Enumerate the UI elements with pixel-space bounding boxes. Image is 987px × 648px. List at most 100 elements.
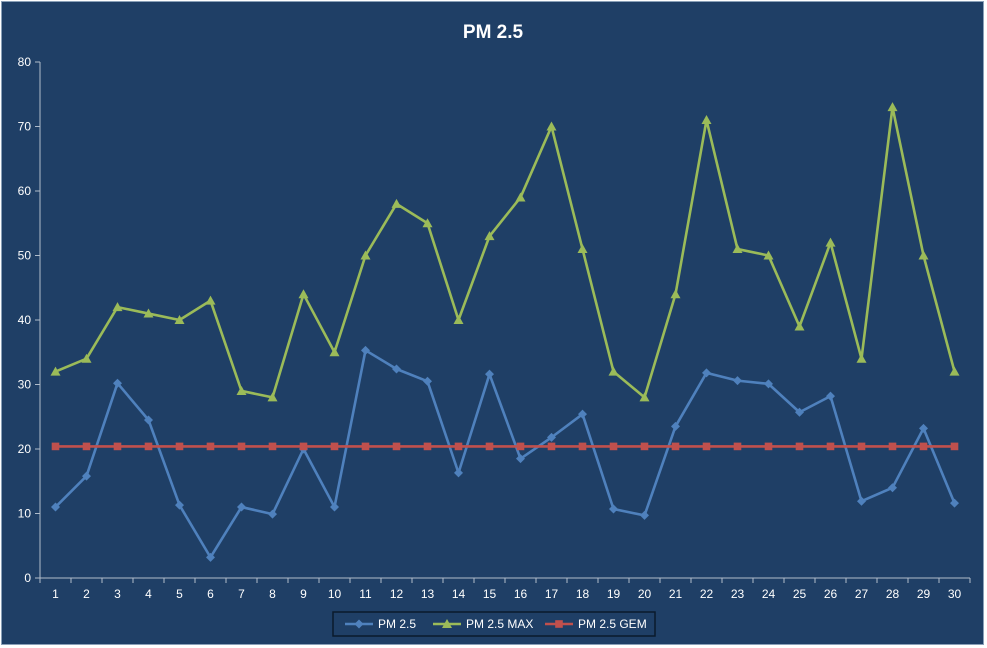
legend-marker: [354, 619, 364, 629]
data-point: [454, 442, 463, 451]
legend-entry: PM 2.5 MAX: [433, 617, 533, 631]
x-tick-label: 24: [762, 587, 776, 601]
data-point: [888, 442, 897, 451]
y-tick-label: 40: [18, 313, 32, 327]
y-tick-label: 30: [18, 378, 32, 392]
x-tick-label: 12: [390, 587, 404, 601]
data-point: [112, 302, 123, 312]
data-point: [609, 504, 618, 514]
data-point: [82, 442, 91, 451]
x-tick-label: 15: [483, 587, 497, 601]
x-tick-label: 13: [421, 587, 435, 601]
data-point: [919, 423, 928, 433]
x-tick-label: 18: [576, 587, 590, 601]
legend-marker: [442, 619, 452, 628]
legend: PM 2.5 PM 2.5 MAX PM 2.5 GEM: [332, 611, 656, 637]
data-point: [175, 500, 184, 510]
data-point: [329, 347, 340, 357]
data-point: [361, 442, 370, 451]
data-point: [857, 442, 866, 451]
data-point: [640, 510, 649, 520]
data-point: [113, 442, 122, 451]
data-point: [484, 231, 495, 241]
data-point: [175, 442, 184, 451]
data-point: [423, 442, 432, 451]
data-point: [701, 115, 712, 125]
y-tick-label: 60: [18, 184, 32, 198]
x-tick-label: 25: [793, 587, 807, 601]
data-point: [516, 442, 525, 451]
data-point: [330, 502, 339, 512]
data-point: [268, 509, 277, 519]
data-point: [856, 353, 867, 363]
data-point: [206, 442, 215, 451]
data-point: [888, 483, 897, 493]
data-point: [237, 442, 246, 451]
data-point: [144, 442, 153, 451]
x-tick-label: 27: [855, 587, 869, 601]
data-point: [516, 454, 525, 464]
x-tick-label: 11: [359, 587, 372, 601]
x-tick-label: 14: [452, 587, 466, 601]
data-point: [949, 366, 960, 376]
data-point: [82, 471, 91, 481]
x-tick-label: 3: [114, 587, 121, 601]
series-line: [54, 349, 956, 559]
data-point: [919, 442, 928, 451]
data-point: [547, 432, 556, 442]
legend-entry: PM 2.5 GEM: [545, 617, 647, 631]
data-point: [515, 192, 526, 202]
data-point: [206, 552, 215, 562]
x-tick-label: 2: [83, 587, 90, 601]
data-point: [639, 392, 650, 402]
data-point: [392, 364, 401, 374]
data-point: [795, 442, 804, 451]
x-tick-label: 29: [917, 587, 931, 601]
data-point: [609, 442, 618, 451]
legend-marker: [555, 620, 563, 628]
data-point: [764, 379, 773, 389]
x-tick-label: 20: [638, 587, 652, 601]
data-point: [485, 442, 494, 451]
data-point: [795, 407, 804, 417]
series-pm-2-5-gem: [51, 442, 959, 451]
data-point: [950, 498, 959, 508]
x-tick-label: 7: [238, 587, 245, 601]
x-tick-label: 26: [824, 587, 838, 601]
data-point: [826, 391, 835, 401]
data-point: [361, 345, 370, 355]
chart-title: PM 2.5: [463, 22, 524, 43]
legend-label: PM 2.5 GEM: [578, 617, 647, 631]
data-point: [732, 244, 743, 254]
x-tick-label: 6: [207, 587, 214, 601]
legend-label: PM 2.5: [378, 617, 416, 631]
data-point: [702, 368, 711, 378]
data-point: [267, 392, 278, 402]
x-tick-label: 21: [669, 587, 683, 601]
data-point: [360, 250, 371, 260]
data-point: [546, 121, 557, 131]
data-point: [51, 442, 60, 451]
data-point: [670, 289, 681, 299]
data-point: [857, 496, 866, 506]
x-tick-label: 19: [607, 587, 621, 601]
data-point: [422, 218, 433, 228]
data-point: [144, 415, 153, 425]
data-point: [826, 442, 835, 451]
series-pm-2-5-max: [50, 102, 960, 402]
data-point: [578, 442, 587, 451]
data-point: [547, 442, 556, 451]
data-point: [174, 315, 185, 324]
legend-entry: PM 2.5: [345, 617, 416, 631]
data-point: [577, 244, 588, 254]
legend-label: PM 2.5 MAX: [466, 617, 533, 631]
data-point: [454, 468, 463, 478]
data-point: [50, 366, 61, 376]
data-point: [485, 369, 494, 379]
data-point: [81, 353, 92, 363]
data-point: [764, 442, 773, 451]
x-tick-label: 1: [52, 587, 59, 601]
y-tick-label: 0: [24, 571, 31, 585]
